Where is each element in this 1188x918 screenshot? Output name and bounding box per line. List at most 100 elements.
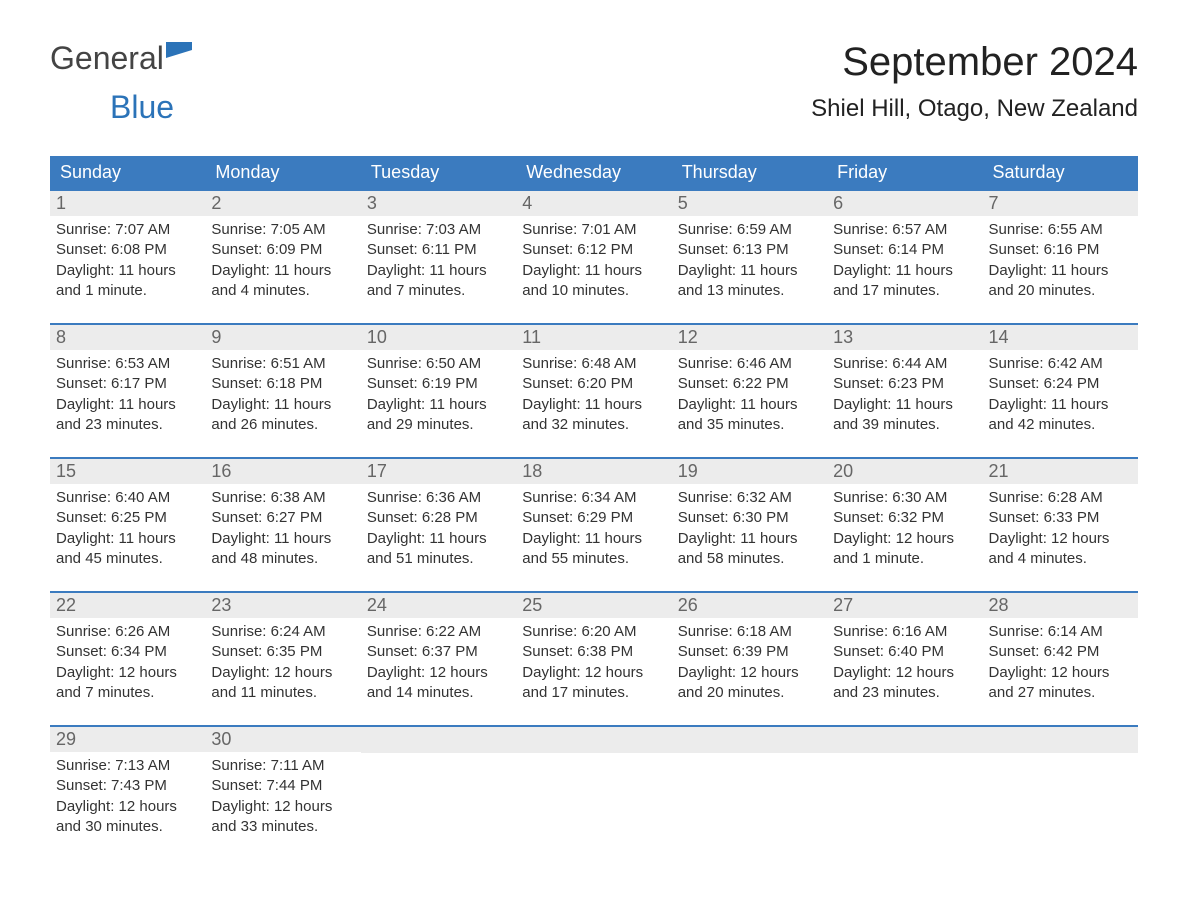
day-details: Sunrise: 6:20 AMSunset: 6:38 PMDaylight:… — [516, 618, 671, 703]
daylight-line: Daylight: 11 hours and 42 minutes. — [989, 395, 1132, 436]
day-details: Sunrise: 6:59 AMSunset: 6:13 PMDaylight:… — [672, 216, 827, 301]
daylight-line: Daylight: 11 hours and 51 minutes. — [367, 529, 510, 570]
calendar-day-cell: 10Sunrise: 6:50 AMSunset: 6:19 PMDayligh… — [361, 324, 516, 458]
day-details: Sunrise: 7:11 AMSunset: 7:44 PMDaylight:… — [205, 752, 360, 837]
day-details: Sunrise: 7:01 AMSunset: 6:12 PMDaylight:… — [516, 216, 671, 301]
sunrise-line: Sunrise: 6:24 AM — [211, 622, 354, 642]
day-details: Sunrise: 6:38 AMSunset: 6:27 PMDaylight:… — [205, 484, 360, 569]
sunrise-line: Sunrise: 7:01 AM — [522, 220, 665, 240]
daylight-line: Daylight: 12 hours and 20 minutes. — [678, 663, 821, 704]
sunrise-line: Sunrise: 6:48 AM — [522, 354, 665, 374]
day-number: 12 — [672, 325, 827, 350]
day-details: Sunrise: 6:42 AMSunset: 6:24 PMDaylight:… — [983, 350, 1138, 435]
sunset-line: Sunset: 6:28 PM — [367, 508, 510, 528]
sunset-line: Sunset: 6:35 PM — [211, 642, 354, 662]
day-details: Sunrise: 7:13 AMSunset: 7:43 PMDaylight:… — [50, 752, 205, 837]
daylight-line: Daylight: 11 hours and 29 minutes. — [367, 395, 510, 436]
day-details: Sunrise: 6:44 AMSunset: 6:23 PMDaylight:… — [827, 350, 982, 435]
day-number — [361, 727, 516, 753]
daylight-line: Daylight: 12 hours and 11 minutes. — [211, 663, 354, 704]
calendar-day-cell: 21Sunrise: 6:28 AMSunset: 6:33 PMDayligh… — [983, 458, 1138, 592]
location-subtitle: Shiel Hill, Otago, New Zealand — [811, 95, 1138, 123]
sunrise-line: Sunrise: 6:57 AM — [833, 220, 976, 240]
day-number: 3 — [361, 191, 516, 216]
sunset-line: Sunset: 6:20 PM — [522, 374, 665, 394]
daylight-line: Daylight: 12 hours and 4 minutes. — [989, 529, 1132, 570]
sunrise-line: Sunrise: 6:22 AM — [367, 622, 510, 642]
daylight-line: Daylight: 11 hours and 55 minutes. — [522, 529, 665, 570]
day-number: 6 — [827, 191, 982, 216]
sunrise-line: Sunrise: 6:38 AM — [211, 488, 354, 508]
calendar-header-row: Sunday Monday Tuesday Wednesday Thursday… — [50, 156, 1138, 190]
day-number — [827, 727, 982, 753]
logo-flag-icon — [166, 38, 194, 60]
daylight-line: Daylight: 11 hours and 35 minutes. — [678, 395, 821, 436]
day-number: 15 — [50, 459, 205, 484]
calendar-day-cell: 5Sunrise: 6:59 AMSunset: 6:13 PMDaylight… — [672, 190, 827, 324]
day-details: Sunrise: 6:28 AMSunset: 6:33 PMDaylight:… — [983, 484, 1138, 569]
calendar-day-cell: 3Sunrise: 7:03 AMSunset: 6:11 PMDaylight… — [361, 190, 516, 324]
day-details: Sunrise: 7:05 AMSunset: 6:09 PMDaylight:… — [205, 216, 360, 301]
sunrise-line: Sunrise: 7:13 AM — [56, 756, 199, 776]
calendar-day-cell: 4Sunrise: 7:01 AMSunset: 6:12 PMDaylight… — [516, 190, 671, 324]
calendar-day-cell: 14Sunrise: 6:42 AMSunset: 6:24 PMDayligh… — [983, 324, 1138, 458]
sunset-line: Sunset: 7:43 PM — [56, 776, 199, 796]
sunset-line: Sunset: 6:42 PM — [989, 642, 1132, 662]
sunset-line: Sunset: 6:13 PM — [678, 240, 821, 260]
day-details: Sunrise: 6:46 AMSunset: 6:22 PMDaylight:… — [672, 350, 827, 435]
daylight-line: Daylight: 11 hours and 10 minutes. — [522, 261, 665, 302]
sunrise-line: Sunrise: 6:30 AM — [833, 488, 976, 508]
calendar-day-cell — [827, 726, 982, 859]
day-details: Sunrise: 6:51 AMSunset: 6:18 PMDaylight:… — [205, 350, 360, 435]
calendar-day-cell: 11Sunrise: 6:48 AMSunset: 6:20 PMDayligh… — [516, 324, 671, 458]
sunset-line: Sunset: 6:11 PM — [367, 240, 510, 260]
day-details: Sunrise: 6:53 AMSunset: 6:17 PMDaylight:… — [50, 350, 205, 435]
sunrise-line: Sunrise: 6:36 AM — [367, 488, 510, 508]
day-number — [516, 727, 671, 753]
col-saturday: Saturday — [983, 156, 1138, 190]
calendar-day-cell: 15Sunrise: 6:40 AMSunset: 6:25 PMDayligh… — [50, 458, 205, 592]
calendar-week-row: 8Sunrise: 6:53 AMSunset: 6:17 PMDaylight… — [50, 324, 1138, 458]
calendar-day-cell: 25Sunrise: 6:20 AMSunset: 6:38 PMDayligh… — [516, 592, 671, 726]
day-number: 24 — [361, 593, 516, 618]
calendar-day-cell — [516, 726, 671, 859]
calendar-day-cell — [361, 726, 516, 859]
day-details: Sunrise: 6:57 AMSunset: 6:14 PMDaylight:… — [827, 216, 982, 301]
daylight-line: Daylight: 11 hours and 13 minutes. — [678, 261, 821, 302]
calendar-day-cell: 20Sunrise: 6:30 AMSunset: 6:32 PMDayligh… — [827, 458, 982, 592]
calendar-day-cell: 29Sunrise: 7:13 AMSunset: 7:43 PMDayligh… — [50, 726, 205, 859]
day-details: Sunrise: 6:30 AMSunset: 6:32 PMDaylight:… — [827, 484, 982, 569]
day-number: 28 — [983, 593, 1138, 618]
col-sunday: Sunday — [50, 156, 205, 190]
day-details: Sunrise: 6:14 AMSunset: 6:42 PMDaylight:… — [983, 618, 1138, 703]
calendar-day-cell: 22Sunrise: 6:26 AMSunset: 6:34 PMDayligh… — [50, 592, 205, 726]
sunrise-line: Sunrise: 6:50 AM — [367, 354, 510, 374]
day-number: 10 — [361, 325, 516, 350]
daylight-line: Daylight: 11 hours and 39 minutes. — [833, 395, 976, 436]
month-title: September 2024 — [811, 40, 1138, 85]
daylight-line: Daylight: 12 hours and 1 minute. — [833, 529, 976, 570]
col-tuesday: Tuesday — [361, 156, 516, 190]
daylight-line: Daylight: 12 hours and 23 minutes. — [833, 663, 976, 704]
sunrise-line: Sunrise: 6:26 AM — [56, 622, 199, 642]
daylight-line: Daylight: 11 hours and 4 minutes. — [211, 261, 354, 302]
day-details: Sunrise: 6:32 AMSunset: 6:30 PMDaylight:… — [672, 484, 827, 569]
calendar-day-cell: 13Sunrise: 6:44 AMSunset: 6:23 PMDayligh… — [827, 324, 982, 458]
daylight-line: Daylight: 11 hours and 7 minutes. — [367, 261, 510, 302]
day-number: 5 — [672, 191, 827, 216]
daylight-line: Daylight: 12 hours and 7 minutes. — [56, 663, 199, 704]
sunrise-line: Sunrise: 6:20 AM — [522, 622, 665, 642]
daylight-line: Daylight: 12 hours and 30 minutes. — [56, 797, 199, 838]
day-details: Sunrise: 6:24 AMSunset: 6:35 PMDaylight:… — [205, 618, 360, 703]
daylight-line: Daylight: 11 hours and 26 minutes. — [211, 395, 354, 436]
day-details: Sunrise: 6:16 AMSunset: 6:40 PMDaylight:… — [827, 618, 982, 703]
day-number: 18 — [516, 459, 671, 484]
day-number: 8 — [50, 325, 205, 350]
sunrise-line: Sunrise: 6:16 AM — [833, 622, 976, 642]
daylight-line: Daylight: 11 hours and 48 minutes. — [211, 529, 354, 570]
sunset-line: Sunset: 6:30 PM — [678, 508, 821, 528]
calendar-day-cell: 16Sunrise: 6:38 AMSunset: 6:27 PMDayligh… — [205, 458, 360, 592]
day-number: 20 — [827, 459, 982, 484]
calendar-week-row: 1Sunrise: 7:07 AMSunset: 6:08 PMDaylight… — [50, 190, 1138, 324]
day-details: Sunrise: 6:34 AMSunset: 6:29 PMDaylight:… — [516, 484, 671, 569]
